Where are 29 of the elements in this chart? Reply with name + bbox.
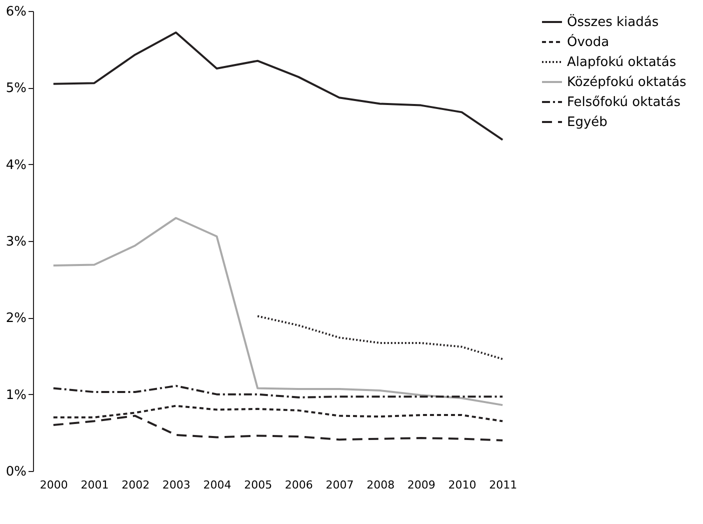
- x-tick-label: 2000: [40, 478, 68, 492]
- line-series: [256, 315, 504, 360]
- x-tick-label: 2010: [448, 478, 476, 492]
- x-tick-label: 2008: [366, 478, 395, 492]
- x-tick-label: 2006: [284, 478, 313, 492]
- x-tick-label: 2005: [244, 478, 272, 492]
- y-tick-label: 0%: [6, 464, 26, 480]
- line-series: [52, 384, 504, 398]
- y-tick-label: 3%: [6, 234, 26, 250]
- legend-label: Óvoda: [567, 33, 610, 50]
- x-tick-label: 2001: [80, 478, 109, 492]
- y-tick-label: 6%: [6, 4, 26, 20]
- x-tick-label: 2011: [489, 478, 518, 492]
- line-series: [52, 31, 504, 141]
- legend-label: Felsőfokú oktatás: [567, 95, 681, 110]
- legend-label: Összes kiadás: [567, 14, 659, 30]
- y-tick-label: 2%: [6, 311, 26, 326]
- x-tick-label: 2009: [407, 478, 436, 492]
- y-tick-label: 5%: [6, 81, 26, 96]
- x-tick-label: 2007: [326, 478, 354, 492]
- legend-label: Alapfokú oktatás: [567, 55, 676, 70]
- x-tick-label: 2003: [162, 478, 190, 492]
- y-tick-label: 1%: [6, 388, 26, 403]
- x-tick-label: 2004: [203, 478, 232, 492]
- x-tick-label: 2002: [122, 478, 150, 492]
- line-series: [52, 217, 504, 406]
- legend-label: Középfokú oktatás: [567, 75, 687, 90]
- y-tick-label: 4%: [6, 158, 26, 173]
- legend-label: Egyéb: [567, 115, 608, 130]
